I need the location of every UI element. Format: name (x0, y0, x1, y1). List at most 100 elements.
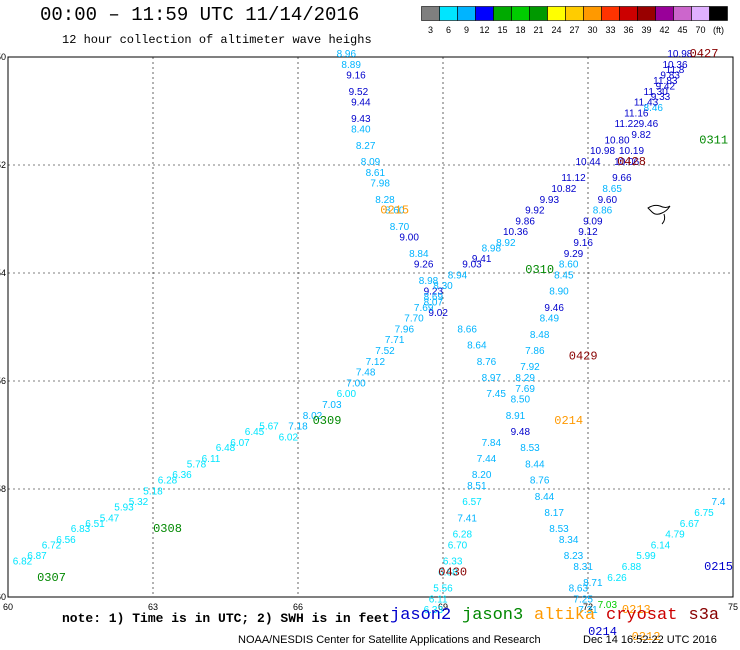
wave-height-value: 11.83 (653, 76, 678, 87)
wave-height-value: 6.28 (453, 530, 473, 541)
wave-height-value: 6.33 (443, 557, 463, 568)
wave-height-value: 6.33 (424, 605, 444, 616)
pass-label: 0428 (617, 155, 646, 169)
pass-labels: 0427 0311 0428 0215 0310 0429 0309 0214 0308 0307… (37, 47, 733, 644)
wave-height-value: 9.41 (472, 254, 492, 265)
x-tick-label: 60 (3, 602, 13, 612)
wave-height-value: 9.93 (540, 195, 560, 206)
wave-height-value: 6.26 (607, 573, 627, 584)
colorbar-label: 6 (446, 25, 451, 35)
colorbar-label: 9 (464, 25, 469, 35)
pass-label: 0214 (554, 414, 583, 428)
wave-height-value: 8.84 (409, 249, 429, 260)
colorbar-label: 70 (695, 25, 705, 35)
wave-height-value: 6.14 (651, 540, 671, 551)
wave-height-value: 8.69 (424, 292, 444, 303)
wave-height-value: 10.82 (551, 184, 576, 195)
wave-height-value: 8.89 (341, 60, 361, 71)
wave-height-value: 8.09 (361, 157, 381, 168)
footer-timestamp: Dec 14 16:52:22 UTC 2016 (583, 634, 717, 646)
wave-height-value: 9.92 (525, 206, 545, 217)
wave-height-value: 6.70 (448, 540, 468, 551)
legend-item-s3a: s3a (688, 606, 720, 625)
wave-height-value: 5.78 (187, 459, 207, 470)
wave-height-value: 5.32 (129, 497, 149, 508)
wave-height-value: 9.46 (639, 119, 659, 130)
wave-height-value: 9.43 (351, 114, 371, 125)
wave-height-value: 8.86 (593, 206, 613, 217)
wave-height-value: 8.53 (520, 443, 540, 454)
wave-height-value: 7.69 (515, 384, 535, 395)
wave-height-value: 6.02 (279, 432, 299, 443)
wave-height-value: 8.28 (375, 195, 395, 206)
pass-label: 0215 (380, 204, 409, 218)
wave-height-value: 8.44 (535, 492, 555, 503)
wave-height-value: 7.45 (486, 389, 506, 400)
wave-height-value: 7.52 (375, 346, 395, 357)
y-tick-label: -58 (0, 484, 6, 494)
wave-height-value: 8.02 (303, 411, 323, 422)
wave-height-value: 8.63 (569, 584, 589, 595)
wave-height-value: 5.93 (114, 503, 134, 514)
x-tick-label: 66 (293, 602, 303, 612)
colorbar-label: 33 (605, 25, 615, 35)
wave-height-value: 10.06 (614, 157, 639, 168)
wave-height-value: 8.71 (583, 578, 603, 589)
chart-subtitle: 12 hour collection of altimeter wave hei… (62, 33, 372, 47)
wave-height-value: 5.47 (100, 513, 120, 524)
legend-item-jason3: jason3 (462, 606, 524, 625)
y-tick-label: -52 (0, 160, 6, 170)
wave-height-value: 7.86 (525, 346, 545, 357)
pass-label: 0430 (438, 565, 467, 579)
wave-height-value: 7.48 (356, 368, 376, 379)
wave-height-value: 8.07 (424, 297, 444, 308)
pass-label: 0214 (588, 625, 617, 639)
wave-height-value: 7.69 (414, 303, 434, 314)
wave-height-value: 7.03 (322, 400, 342, 411)
pass-label: 0429 (569, 349, 598, 363)
colorbar-label: 45 (677, 25, 687, 35)
wave-height-value: 6.07 (230, 438, 250, 449)
wave-height-value: 8.34 (559, 535, 579, 546)
wave-height-value: 10.36 (503, 227, 528, 238)
wave-height-value: 10.98 (667, 49, 692, 60)
colorbar-label: 15 (497, 25, 507, 35)
wave-height-points: 10.9810.369.839.429.338.469.469.8210.191… (13, 49, 726, 616)
wave-height-value: 9.29 (564, 249, 584, 260)
wave-height-value: 8.60 (559, 260, 579, 271)
pass-label: 0213 (622, 603, 651, 617)
wave-height-value: 11.30 (644, 87, 669, 98)
colorbar-label: 39 (641, 25, 651, 35)
colorbar-swatch (709, 6, 728, 21)
wave-height-value: 8.29 (515, 373, 535, 384)
colorbar-label: 12 (479, 25, 489, 35)
wave-height-value: 9.16 (346, 71, 366, 82)
island-outline (647, 204, 671, 225)
colorbar-label: 27 (569, 25, 579, 35)
wave-height-value: 6.82 (13, 557, 33, 568)
map-grid (7, 56, 734, 598)
color-scale-bar: 3 6 9 12 15 18 21 24 27 30 33 36 39 42 45 70 (ft) (421, 6, 728, 35)
wave-height-value: 9.52 (349, 87, 369, 98)
wave-height-value: 10.19 (619, 146, 644, 157)
colorbar-label: 24 (551, 25, 561, 35)
wave-height-value: 11.43 (634, 98, 659, 109)
wave-height-value: 6.83 (71, 524, 91, 535)
wave-height-value: 8.51 (467, 481, 487, 492)
wave-height-value: 8.61 (366, 168, 386, 179)
wave-height-value: 8.76 (530, 476, 550, 487)
wave-height-value: 8.76 (477, 357, 497, 368)
y-tick-label: -56 (0, 376, 6, 386)
colorbar-label: (ft) (713, 25, 724, 35)
wave-height-value: 7.71 (385, 335, 405, 346)
wave-height-value: 6.72 (42, 540, 62, 551)
wave-height-value: 6.11 (202, 454, 221, 465)
wave-height-value: 8.90 (549, 287, 569, 298)
wave-height-value: 8.65 (602, 184, 622, 195)
island-shape (647, 204, 671, 225)
wave-height-value: 6.51 (85, 519, 105, 530)
wave-height-value: 6.11 (429, 594, 448, 605)
x-tick-label: 63 (148, 602, 158, 612)
chart-title: 00:00 – 11:59 UTC 11/14/2016 (40, 4, 360, 26)
